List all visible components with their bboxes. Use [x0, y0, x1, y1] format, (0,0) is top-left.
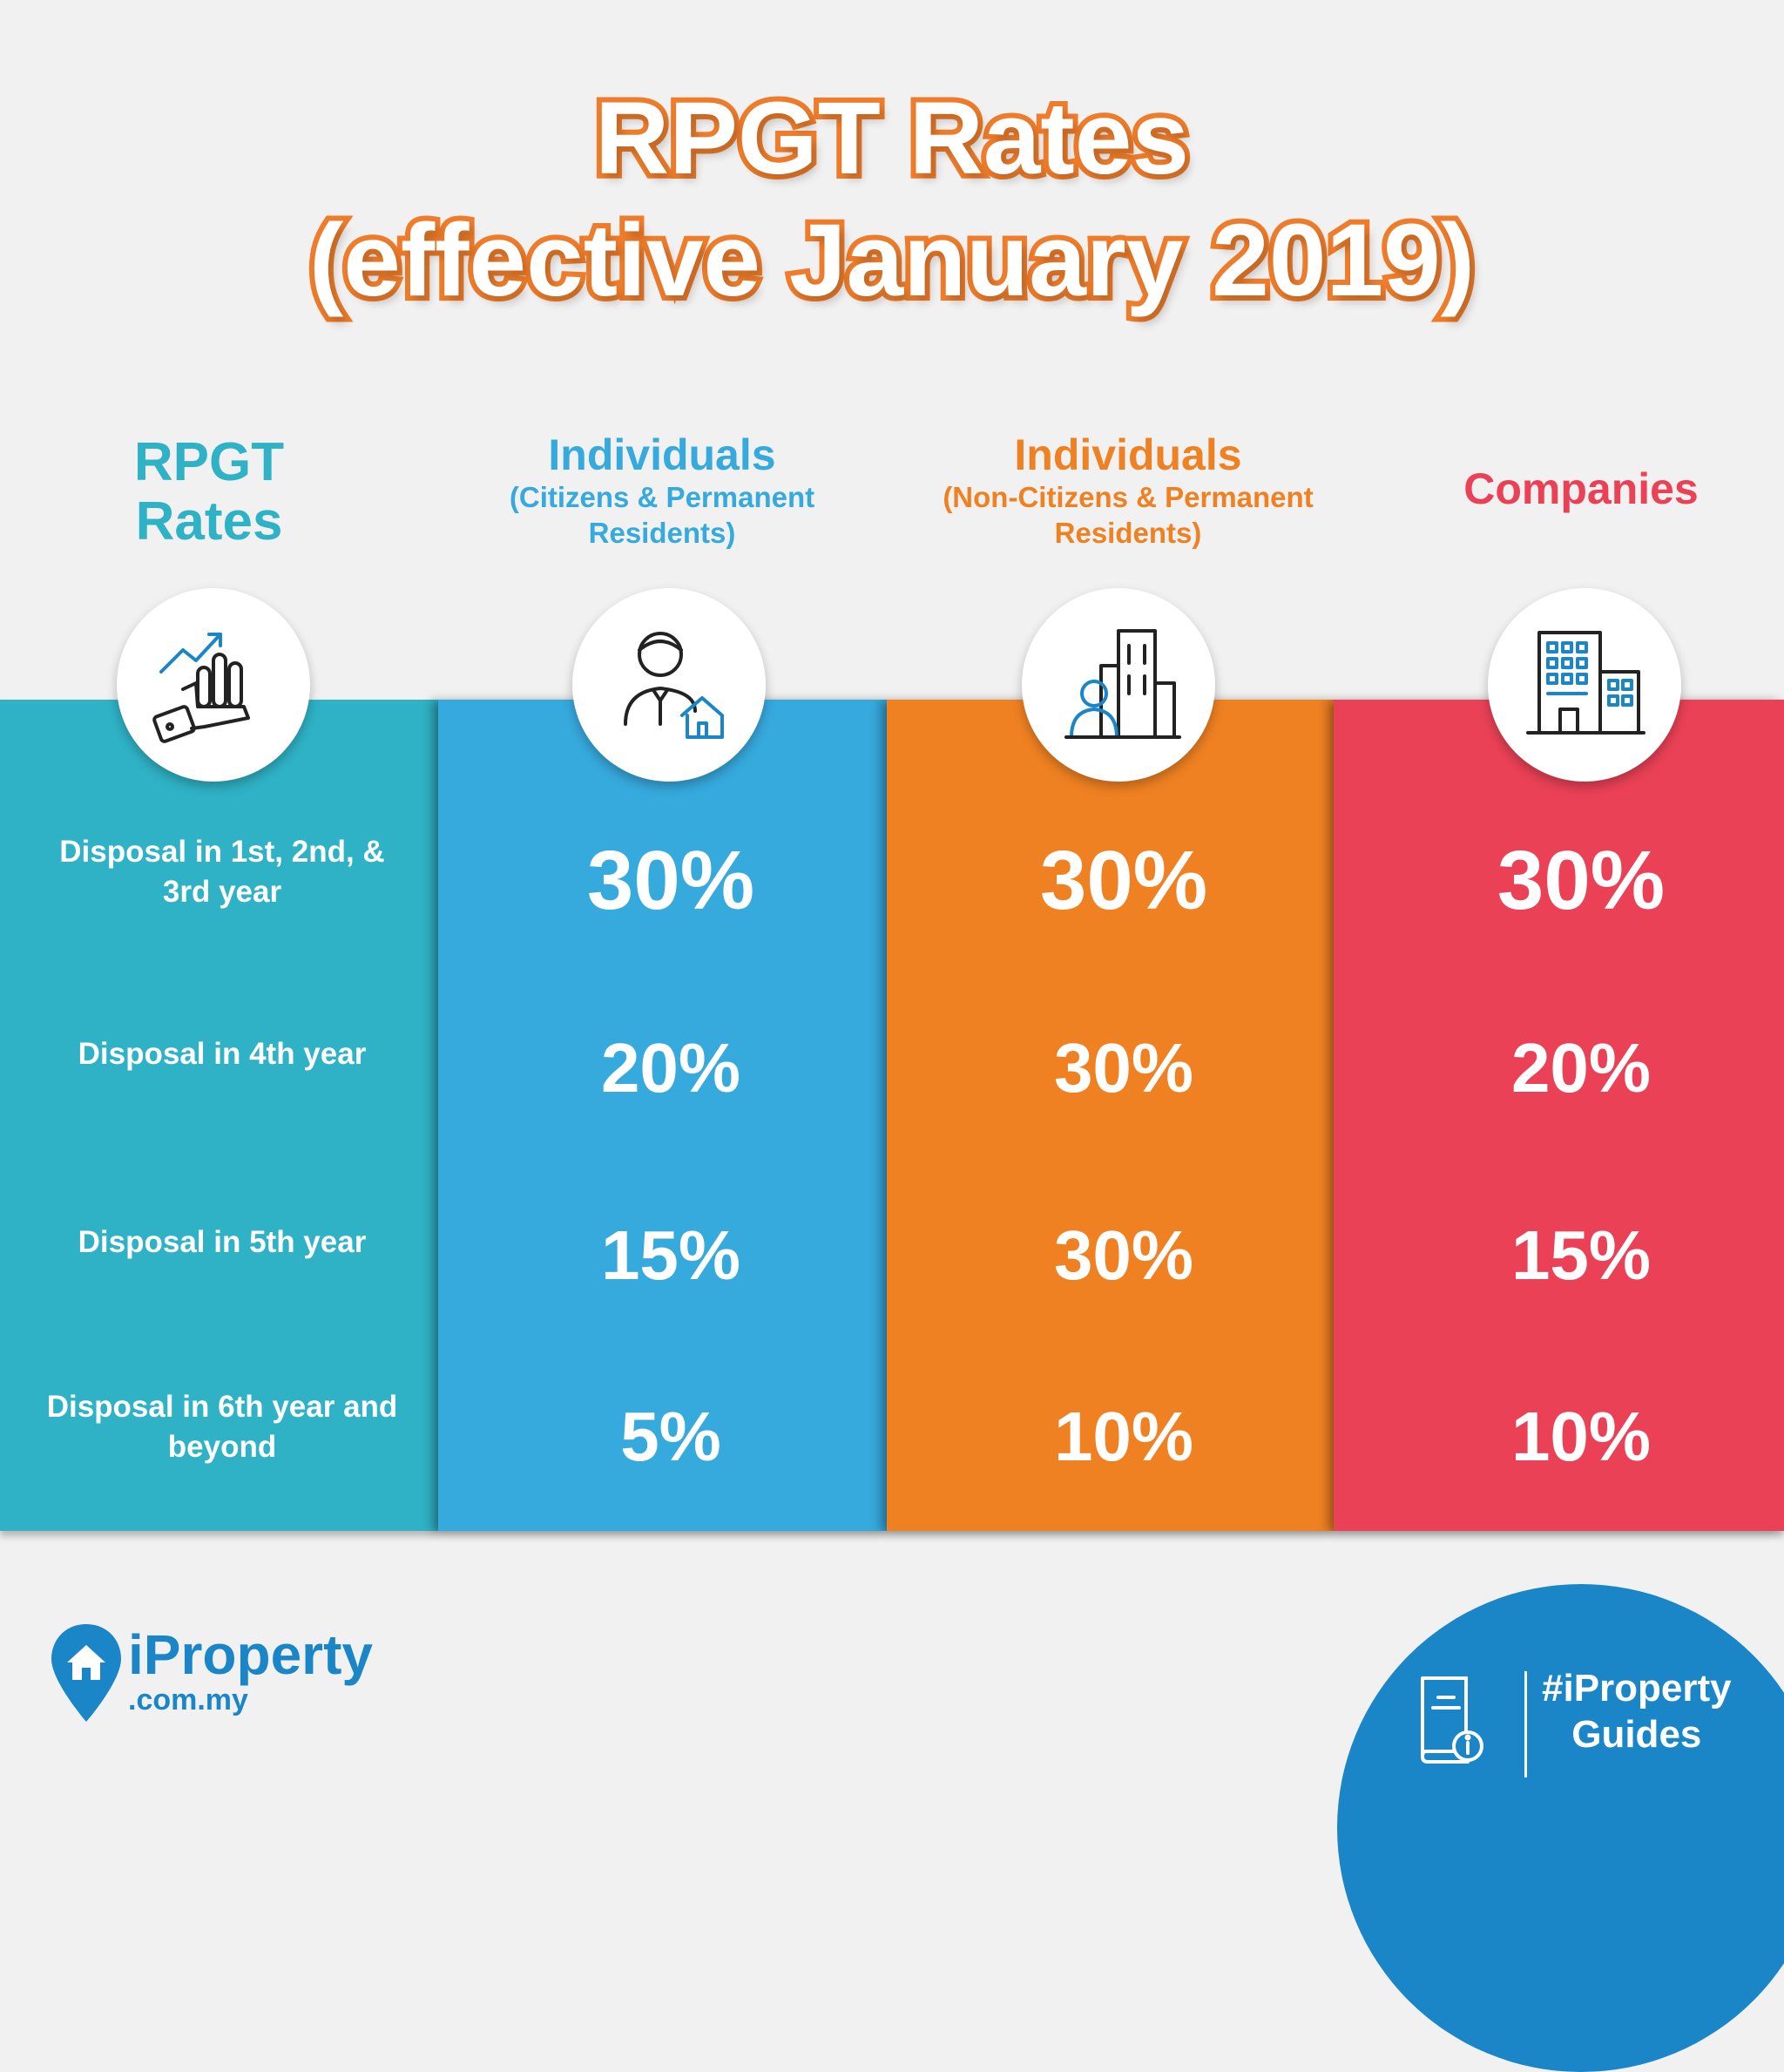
business-person-building-icon	[1064, 629, 1181, 739]
guides-word: Guides	[1571, 1712, 1702, 1756]
rate-citizens-year-5: 15%	[600, 1216, 741, 1294]
page-title: RPGT Rates	[590, 81, 1194, 196]
rate-citizens-year-4: 20%	[600, 1029, 741, 1107]
rate-non-citizens-year-4: 30%	[1053, 1029, 1194, 1107]
rate-non-citizens-years-1-3: 30%	[1039, 834, 1208, 927]
brand-domain: .com.my	[128, 1683, 248, 1717]
header-citizens-main: Individuals	[548, 430, 776, 479]
icon-badge-non-citizens	[1022, 588, 1215, 782]
guides-hashtag: #iProperty	[1542, 1667, 1732, 1710]
row-label-years-1-3: Disposal in 1st, 2nd, & 3rd year	[59, 835, 385, 909]
citizens-column	[438, 700, 887, 1531]
rate-companies-year-4: 20%	[1510, 1029, 1652, 1107]
non-citizens-column	[887, 700, 1334, 1531]
office-building-icon	[1526, 631, 1645, 735]
brand-name: iProperty	[128, 1623, 373, 1686]
header-companies: Companies	[1394, 465, 1768, 513]
header-rpgt-main: RPGT	[133, 432, 285, 492]
row-label-year-5: Disposal in 5th year	[78, 1225, 367, 1259]
header-non-citizens-main: Individuals	[1014, 430, 1242, 479]
rate-companies-year-6: 10%	[1510, 1398, 1652, 1475]
location-pin-house-icon	[51, 1624, 121, 1722]
rate-citizens-year-6: 5%	[620, 1398, 721, 1475]
companies-column	[1334, 700, 1784, 1531]
header-rpgt-sub: Rates	[135, 491, 283, 552]
rate-non-citizens-year-5: 30%	[1053, 1216, 1194, 1294]
rpgt-rates-column	[0, 700, 438, 1531]
guides-divider	[1524, 1671, 1527, 1777]
header-individuals-non-citizens: Individuals (Non-Citizens & Permanent Re…	[941, 431, 1315, 552]
header-rpgt-rates: RPGT Rates	[70, 432, 348, 552]
header-companies-main: Companies	[1463, 464, 1699, 513]
page-subtitle: (effective January 2019)	[304, 203, 1480, 318]
row-label-year-4: Disposal in 4th year	[78, 1037, 367, 1071]
rate-citizens-years-1-3: 30%	[586, 834, 755, 927]
rate-non-citizens-year-6: 10%	[1053, 1398, 1194, 1475]
icon-badge-citizens	[572, 588, 766, 782]
icon-badge-rpgt	[117, 588, 310, 782]
rate-companies-years-1-3: 30%	[1497, 834, 1666, 927]
header-individuals-citizens: Individuals (Citizens & Permanent Reside…	[470, 431, 854, 552]
guide-book-icon	[1421, 1676, 1483, 1764]
row-label-year-6-beyond: Disposal in 6th year and beyond	[46, 1390, 398, 1464]
homeowner-icon	[624, 632, 724, 739]
rate-companies-year-5: 15%	[1510, 1216, 1652, 1294]
header-citizens-sub: (Citizens & Permanent Residents)	[509, 481, 815, 550]
growth-hand-icon	[152, 633, 250, 743]
guides-label: #iProperty Guides	[1542, 1666, 1732, 1758]
header-non-citizens-sub: (Non-Citizens & Permanent Residents)	[943, 481, 1314, 550]
guides-badge[interactable]	[1337, 1584, 1784, 2072]
icon-badge-companies	[1488, 588, 1681, 782]
